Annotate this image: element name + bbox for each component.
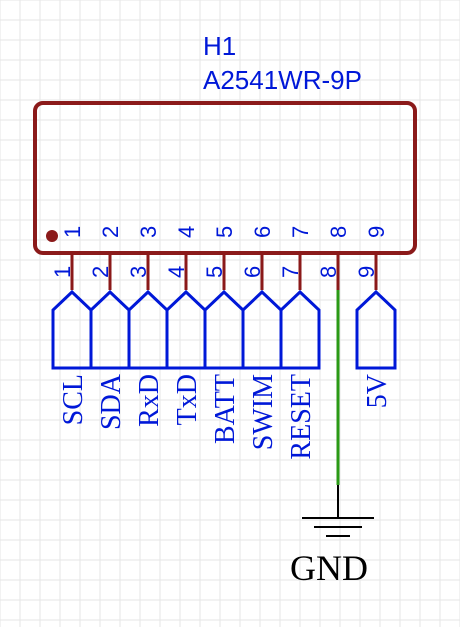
pin-9-netlabel-flag[interactable] <box>355 289 397 370</box>
pin-4-number-inner: 4 <box>174 226 199 238</box>
designator-label[interactable]: H1 <box>203 31 236 61</box>
pin-6-netlabel-text: SWIM <box>248 374 279 450</box>
pin-7-netlabel-text: RESET <box>286 374 317 460</box>
pin-4-number-outer: 4 <box>164 266 189 278</box>
pin-3-netlabel-text: RxD <box>134 374 165 427</box>
pin-5-netlabel-text: BATT <box>210 374 241 444</box>
pin-6-number-outer: 6 <box>240 266 265 278</box>
pin-1-number-inner: 1 <box>60 226 85 238</box>
pin-3-number-outer: 3 <box>126 266 151 278</box>
pin-7-number-outer: 7 <box>278 266 303 278</box>
pin-8-number-outer: 8 <box>316 266 341 278</box>
pin-1-netlabel-flag[interactable] <box>51 289 93 370</box>
pin-9-number-outer: 9 <box>354 266 379 278</box>
pin1-marker-dot <box>46 230 58 242</box>
pin-4-netlabel-text: TxD <box>172 374 203 425</box>
pin-2-number-inner: 2 <box>98 226 123 238</box>
pin-9-netlabel-text: 5V <box>362 374 393 408</box>
pin-4-netlabel-flag[interactable] <box>165 289 207 370</box>
pin-group: 1 1 SCL 2 2 SDA 3 3 RxD 4 4 TxD 5 5 BATT 6 6 SWIM 7 7 RESET 8… <box>50 226 397 518</box>
pin-8-number-inner: 8 <box>326 226 351 238</box>
pin-9-number-inner: 9 <box>364 226 389 238</box>
pin-5-number-outer: 5 <box>202 266 227 278</box>
ground-symbol[interactable] <box>302 517 374 537</box>
pin-3-number-inner: 3 <box>136 226 161 238</box>
pin-3-netlabel-flag[interactable] <box>127 289 169 370</box>
pin-7-netlabel-flag[interactable] <box>279 289 321 370</box>
pin-1-number-outer: 1 <box>50 266 75 278</box>
ground-label[interactable]: GND <box>290 548 368 588</box>
pin-5-number-inner: 5 <box>212 226 237 238</box>
pin-2-number-outer: 2 <box>88 266 113 278</box>
pin-6-netlabel-flag[interactable] <box>241 289 283 370</box>
pin-2-netlabel-text: SDA <box>96 373 127 430</box>
pin-2-netlabel-flag[interactable] <box>89 289 131 370</box>
part-number-label[interactable]: A2541WR-9P <box>203 65 362 95</box>
pin-7-number-inner: 7 <box>288 226 313 238</box>
pin-5-netlabel-flag[interactable] <box>203 289 245 370</box>
pin-6-number-inner: 6 <box>250 226 275 238</box>
pin-1-netlabel-text: SCL <box>58 374 89 425</box>
